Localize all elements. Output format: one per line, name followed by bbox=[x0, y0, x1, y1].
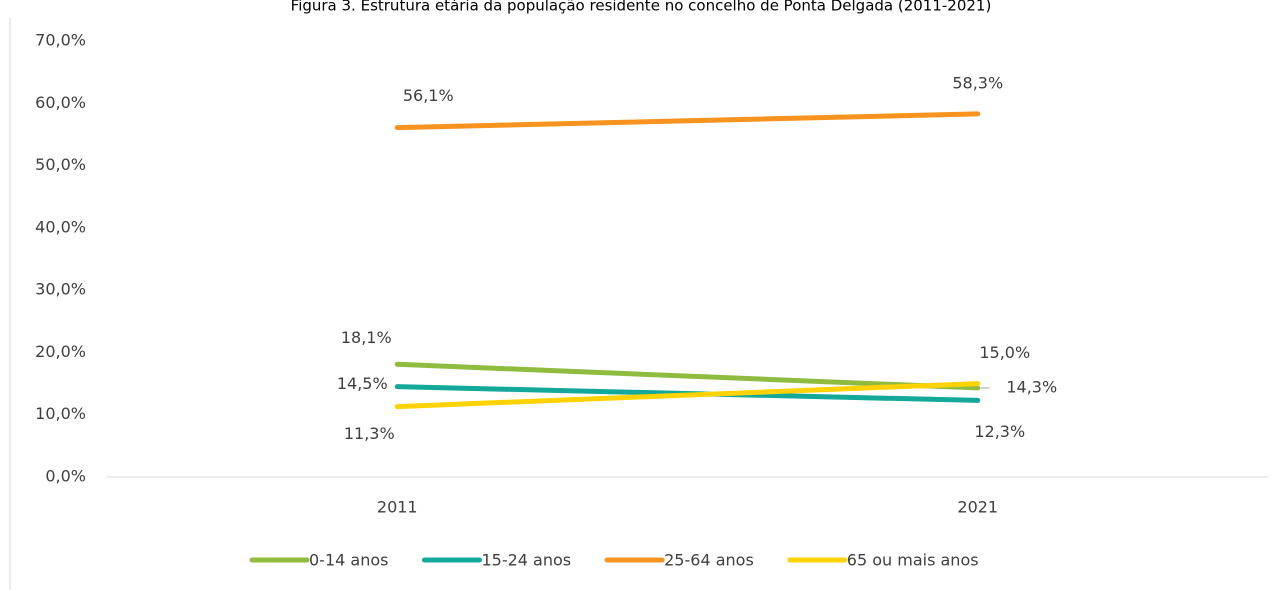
data-label: 11,3% bbox=[344, 424, 395, 443]
series-line bbox=[394, 361, 981, 391]
y-tick-label: 40,0% bbox=[35, 217, 86, 236]
data-label: 58,3% bbox=[952, 73, 1003, 92]
data-label: 14,5% bbox=[337, 374, 388, 393]
data-label: 15,0% bbox=[979, 343, 1030, 362]
y-tick-label: 50,0% bbox=[35, 155, 86, 174]
y-tick-label: 0,0% bbox=[45, 467, 86, 486]
legend-label: 0-14 anos bbox=[309, 551, 388, 570]
data-label: 56,1% bbox=[403, 86, 454, 105]
legend-label: 25-64 anos bbox=[664, 551, 754, 570]
x-tick-label: 2011 bbox=[377, 498, 418, 517]
chart-title: Figura 3. Estrutura etária da população … bbox=[291, 0, 992, 15]
series-line bbox=[394, 381, 981, 410]
y-tick-label: 10,0% bbox=[35, 404, 86, 423]
series-line bbox=[394, 111, 981, 131]
y-tick-label: 60,0% bbox=[35, 93, 86, 112]
y-tick-label: 70,0% bbox=[35, 31, 86, 50]
data-label: 12,3% bbox=[974, 422, 1025, 441]
data-label: 14,3% bbox=[1006, 377, 1057, 396]
y-tick-label: 20,0% bbox=[35, 342, 86, 361]
y-tick-label: 30,0% bbox=[35, 280, 86, 299]
legend-label: 65 ou mais anos bbox=[847, 551, 979, 570]
legend-label: 15-24 anos bbox=[481, 551, 571, 570]
x-tick-label: 2021 bbox=[957, 498, 998, 517]
data-label: 18,1% bbox=[341, 328, 392, 347]
